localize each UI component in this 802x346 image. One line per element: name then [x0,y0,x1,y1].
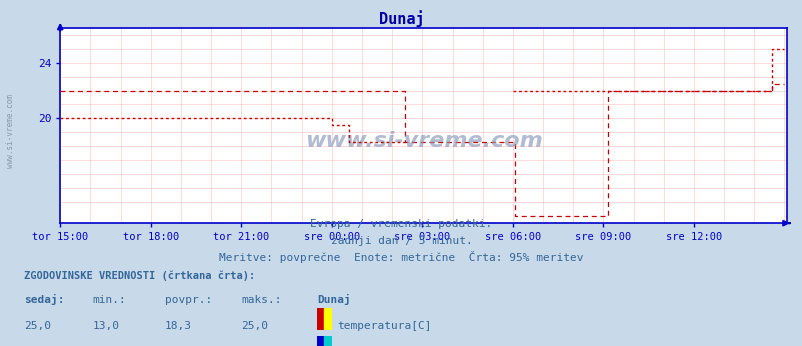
Bar [324,336,331,346]
Text: min.:: min.: [92,295,126,305]
Text: 18,3: 18,3 [164,321,192,331]
Bar [324,308,331,330]
Text: temperatura[C]: temperatura[C] [337,321,431,331]
Text: Meritve: povprečne  Enote: metrične  Črta: 95% meritev: Meritve: povprečne Enote: metrične Črta:… [219,251,583,263]
Text: povpr.:: povpr.: [164,295,212,305]
Text: maks.:: maks.: [241,295,281,305]
Text: 25,0: 25,0 [241,321,268,331]
Text: Dunaj: Dunaj [379,10,423,27]
Text: ZGODOVINSKE VREDNOSTI (črtkana črta):: ZGODOVINSKE VREDNOSTI (črtkana črta): [24,270,255,281]
Text: www.si-vreme.com: www.si-vreme.com [304,131,542,151]
Bar [317,336,324,346]
Text: www.si-vreme.com: www.si-vreme.com [6,94,15,169]
Text: Dunaj: Dunaj [317,294,350,305]
Text: zadnji dan / 5 minut.: zadnji dan / 5 minut. [330,236,472,246]
Text: 13,0: 13,0 [92,321,119,331]
Text: Evropa / vremenski podatki.: Evropa / vremenski podatki. [310,219,492,229]
Text: 25,0: 25,0 [24,321,51,331]
Bar [317,308,324,330]
Text: sedaj:: sedaj: [24,294,64,305]
